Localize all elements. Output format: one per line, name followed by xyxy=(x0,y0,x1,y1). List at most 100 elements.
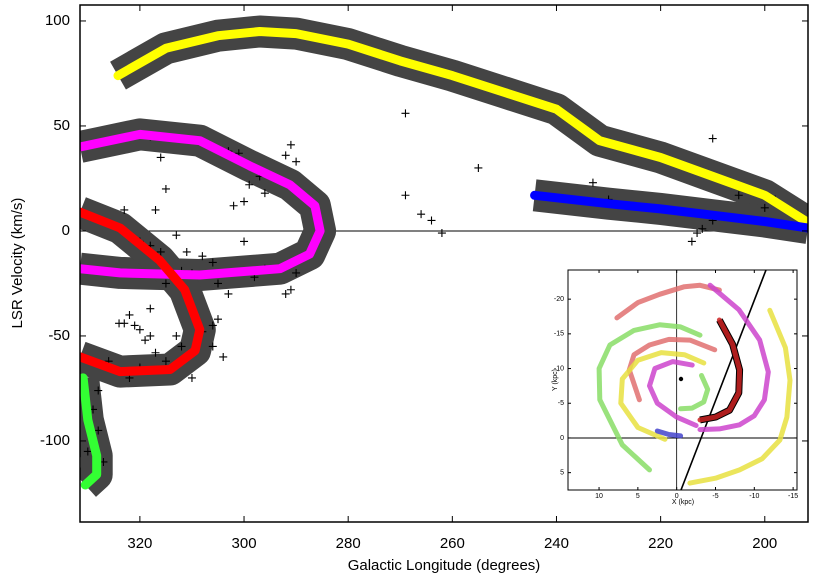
cross-point xyxy=(83,447,92,456)
cross-point xyxy=(125,310,134,319)
x-tick-label: 200 xyxy=(752,535,777,552)
x-tick-label: -5 xyxy=(712,493,718,500)
cross-point xyxy=(156,153,165,162)
cross-point xyxy=(734,191,743,200)
y-tick-label: -5 xyxy=(558,400,564,407)
series-line xyxy=(80,207,205,377)
cross-point xyxy=(229,201,238,210)
sight-line xyxy=(680,270,767,490)
x-tick-label: 10 xyxy=(595,493,603,500)
x-tick-label: 300 xyxy=(232,535,257,552)
series-line xyxy=(687,307,793,486)
series-line xyxy=(113,27,808,228)
x-tick-label: 260 xyxy=(440,535,465,552)
inset-x-label: X (kpc) xyxy=(672,499,694,506)
cross-point xyxy=(120,205,129,214)
cross-point xyxy=(161,184,170,193)
plot-area xyxy=(568,270,797,490)
cross-point xyxy=(187,373,196,382)
x-tick-label: -10 xyxy=(749,493,759,500)
cross-point xyxy=(182,247,191,256)
series-line xyxy=(654,428,684,439)
inset-plot: X (kpc) Y (kpc) 10 5 0 -5 -10 -15 -20 -15 -10 -5 0… xyxy=(552,269,798,506)
cross-point xyxy=(146,331,155,340)
cross-point xyxy=(474,163,483,172)
y-tick-label: -10 xyxy=(554,365,564,372)
y-tick-label: 5 xyxy=(560,469,564,476)
y-tick-label: 50 xyxy=(53,117,70,134)
cross-point xyxy=(687,237,696,246)
cross-point xyxy=(245,180,254,189)
plot-frame xyxy=(79,4,809,523)
y-tick-label: -100 xyxy=(40,432,70,449)
cross-point xyxy=(219,352,228,361)
cross-point xyxy=(208,342,217,351)
cross-point xyxy=(286,140,295,149)
cross-point xyxy=(417,210,426,219)
cross-point xyxy=(588,178,597,187)
x-tick-label: 220 xyxy=(648,535,673,552)
cross-point xyxy=(292,268,301,277)
cross-point xyxy=(401,191,410,200)
series-line xyxy=(80,373,102,490)
cross-point xyxy=(292,157,301,166)
x-tick-label: 240 xyxy=(544,535,569,552)
cross-point xyxy=(708,134,717,143)
cross-point xyxy=(141,336,150,345)
y-tick-label: 0 xyxy=(560,435,564,442)
cross-point xyxy=(177,342,186,351)
series-line xyxy=(678,373,711,412)
y-axis-label: LSR Velocity (km/s) xyxy=(9,198,26,329)
cross-point xyxy=(115,319,124,328)
cross-point xyxy=(224,289,233,298)
cross-point xyxy=(213,279,222,288)
cross-point xyxy=(94,386,103,395)
cross-point xyxy=(213,315,222,324)
cross-point xyxy=(427,216,436,225)
cross-point xyxy=(401,109,410,118)
cross-point xyxy=(146,304,155,313)
series-line xyxy=(530,190,808,233)
cross-point xyxy=(208,321,217,330)
y-tick-label: -50 xyxy=(48,327,70,344)
cross-point xyxy=(135,325,144,334)
series-line xyxy=(647,359,699,428)
x-tick-label: 280 xyxy=(336,535,361,552)
inset-y-label: Y (kpc) xyxy=(552,369,559,391)
plot-area xyxy=(80,15,817,497)
cross-point xyxy=(172,231,181,240)
cross-point xyxy=(760,203,769,212)
cross-point xyxy=(198,252,207,261)
galactic-center xyxy=(678,376,684,382)
series-line xyxy=(697,317,743,423)
series-line xyxy=(80,129,325,280)
y-tick-label: -15 xyxy=(554,331,564,338)
cross-point xyxy=(240,237,249,246)
cross-point xyxy=(281,151,290,160)
y-tick-label: 100 xyxy=(45,12,70,29)
plot-frame xyxy=(567,269,798,491)
cross-point xyxy=(156,247,165,256)
series-line xyxy=(618,350,707,442)
cross-point xyxy=(94,426,103,435)
cross-point xyxy=(172,331,181,340)
x-tick-label: -15 xyxy=(788,493,798,500)
y-tick-label: -20 xyxy=(554,296,564,303)
series-line xyxy=(697,282,771,433)
cross-point xyxy=(161,357,170,366)
cross-point xyxy=(240,197,249,206)
cross-point xyxy=(151,348,160,357)
cross-point xyxy=(161,279,170,288)
cross-point xyxy=(693,229,702,238)
cross-point xyxy=(130,321,139,330)
cross-point xyxy=(208,258,217,267)
cross-point xyxy=(260,189,269,198)
x-tick-label: 5 xyxy=(636,493,640,500)
x-tick-label: 320 xyxy=(127,535,152,552)
x-axis-label: Galactic Longitude (degrees) xyxy=(348,557,541,574)
y-tick-label: 0 xyxy=(62,222,70,239)
cross-point xyxy=(813,189,817,197)
x-tick-label: 0 xyxy=(675,493,679,500)
